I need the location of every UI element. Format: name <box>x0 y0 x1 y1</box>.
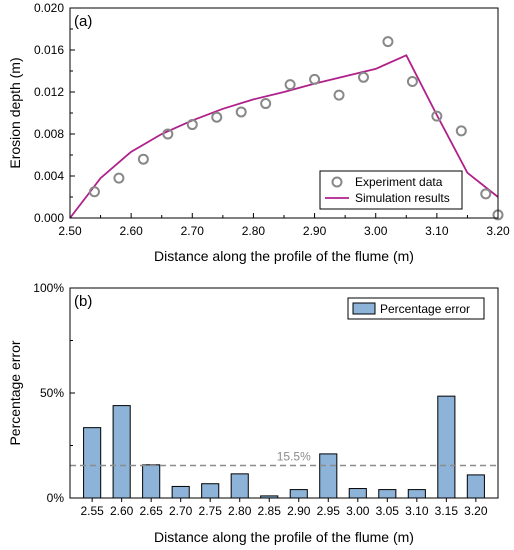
panel-b-x-tick-label: 3.05 <box>376 504 400 518</box>
panel-a-x-axis-label: Distance along the profile of the flume … <box>154 248 414 264</box>
percentage-error-bar <box>289 489 308 499</box>
panel-b-x-tick-label: 2.80 <box>228 504 252 518</box>
experiment-data-point <box>235 106 247 118</box>
panel-b-x-tick-label: 2.55 <box>80 504 104 518</box>
panel-a-label: (a) <box>74 13 92 30</box>
panel-b-x-tick-label: 3.10 <box>405 504 429 518</box>
percentage-error-bar <box>378 489 397 499</box>
experiment-data-point <box>284 79 296 91</box>
panel-a-y-axis-label: Erosion depth (m) <box>7 57 23 168</box>
experiment-data-point <box>357 71 369 83</box>
percentage-error-bar <box>466 474 485 499</box>
experiment-data-point <box>88 186 100 198</box>
panel-b-x-axis-label: Distance along the profile of the flume … <box>154 529 414 545</box>
panel-a-x-tick-label: 3.20 <box>486 224 510 238</box>
experiment-data-point <box>186 119 198 131</box>
experiment-data-point <box>431 110 443 122</box>
experiment-data-point <box>309 73 321 85</box>
percentage-error-bar <box>319 453 338 499</box>
panel-a-legend-box <box>319 170 463 210</box>
panel-b-x-tick-label: 2.70 <box>169 504 193 518</box>
panel-b-x-tick-label: 2.65 <box>139 504 163 518</box>
panel-a-x-tick-label: 2.80 <box>242 224 266 238</box>
panel-a-x-tick-label: 3.10 <box>425 224 449 238</box>
percentage-error-bar <box>112 405 131 499</box>
panel-b-y-tick-label: 0% <box>47 491 65 505</box>
percentage-error-bars <box>83 395 485 499</box>
experiment-data-point <box>406 76 418 87</box>
panel-a-y-tick-label: 0.008 <box>34 127 64 141</box>
panel-a-y-tick-label: 0.004 <box>34 169 64 183</box>
panel-b-y-tick-label: 100% <box>33 281 64 295</box>
panel-a-x-tick-label: 2.50 <box>58 224 82 238</box>
panel-b-x-tick-label: 2.75 <box>199 504 223 518</box>
panel-b-x-tick-label: 2.90 <box>287 504 311 518</box>
panel-a-x-tick-label: 2.70 <box>181 224 205 238</box>
experiment-data-point <box>137 153 149 165</box>
panel-a-legend: Experiment data Simulation results <box>319 170 463 210</box>
percentage-error-bar <box>83 427 102 499</box>
experiment-points-group <box>88 36 504 221</box>
experiment-data-point <box>260 98 272 110</box>
average-error-reference-label: 15.5% <box>277 449 311 463</box>
percentage-error-bar <box>230 473 249 499</box>
experiment-data-point <box>382 36 394 48</box>
panel-b-ticks: 2.55 2.60 2.65 2.70 2.75 2.80 2.85 2.90 2.95 3.00… <box>33 281 488 518</box>
percentage-error-bar <box>142 464 161 499</box>
panel-b-legend-box <box>347 297 485 320</box>
panel-b-label: (b) <box>74 293 92 310</box>
simulation-results-line <box>69 54 499 219</box>
panel-b-x-tick-label: 3.15 <box>435 504 459 518</box>
panel-b-frame <box>69 287 499 499</box>
percentage-error-bar <box>171 485 190 499</box>
experiment-data-point <box>333 89 345 101</box>
panel-a-x-tick-label: 2.60 <box>119 224 143 238</box>
panel-b-x-tick-label: 3.00 <box>346 504 370 518</box>
percentage-error-bar <box>201 483 220 499</box>
panel-a-x-tick-label: 3.00 <box>364 224 388 238</box>
legend-simulation-label: Simulation results <box>355 191 450 205</box>
legend-experiment-marker <box>331 176 343 188</box>
legend-experiment-label: Experiment data <box>355 175 443 189</box>
experiment-data-point <box>211 111 223 123</box>
experiment-data-point <box>162 128 174 140</box>
panel-a-ticks: 2.50 2.60 2.70 2.80 2.90 3.00 3.10 3.20 0.000 0.0… <box>34 1 510 238</box>
panel-a-y-tick-label: 0.020 <box>34 1 64 15</box>
percentage-error-bar <box>407 489 426 499</box>
panel-b-x-tick-label: 2.60 <box>110 504 134 518</box>
panel-b-legend: Percentage error <box>347 297 485 320</box>
experiment-data-point <box>113 172 125 184</box>
legend-bar-label: Percentage error <box>380 302 470 316</box>
panel-b-x-tick-label: 2.95 <box>317 504 341 518</box>
legend-bar-swatch <box>352 302 376 315</box>
panel-b-x-tick-label: 2.85 <box>258 504 282 518</box>
experiment-data-point <box>455 125 467 137</box>
percentage-error-bar <box>348 488 367 499</box>
panel-a-y-tick-label: 0.012 <box>34 85 64 99</box>
simulation-line-group <box>69 54 499 219</box>
panel-a-y-tick-label: 0.000 <box>34 211 64 225</box>
panel-a-y-tick-label: 0.016 <box>34 43 64 57</box>
panel-a: 2.50 2.60 2.70 2.80 2.90 3.00 3.10 3.20 0.000 0.0… <box>7 1 510 264</box>
experiment-data-point <box>480 188 492 200</box>
panel-b-y-tick-label: 50% <box>40 386 64 400</box>
panel-b: 2.55 2.60 2.65 2.70 2.75 2.80 2.85 2.90 2.95 3.00… <box>7 281 499 545</box>
panel-b-y-axis-label: Percentage error <box>7 340 23 445</box>
panel-b-x-tick-label: 3.20 <box>464 504 488 518</box>
panel-a-frame <box>69 7 499 219</box>
panel-a-x-tick-label: 2.90 <box>303 224 327 238</box>
percentage-error-bar <box>437 395 456 499</box>
